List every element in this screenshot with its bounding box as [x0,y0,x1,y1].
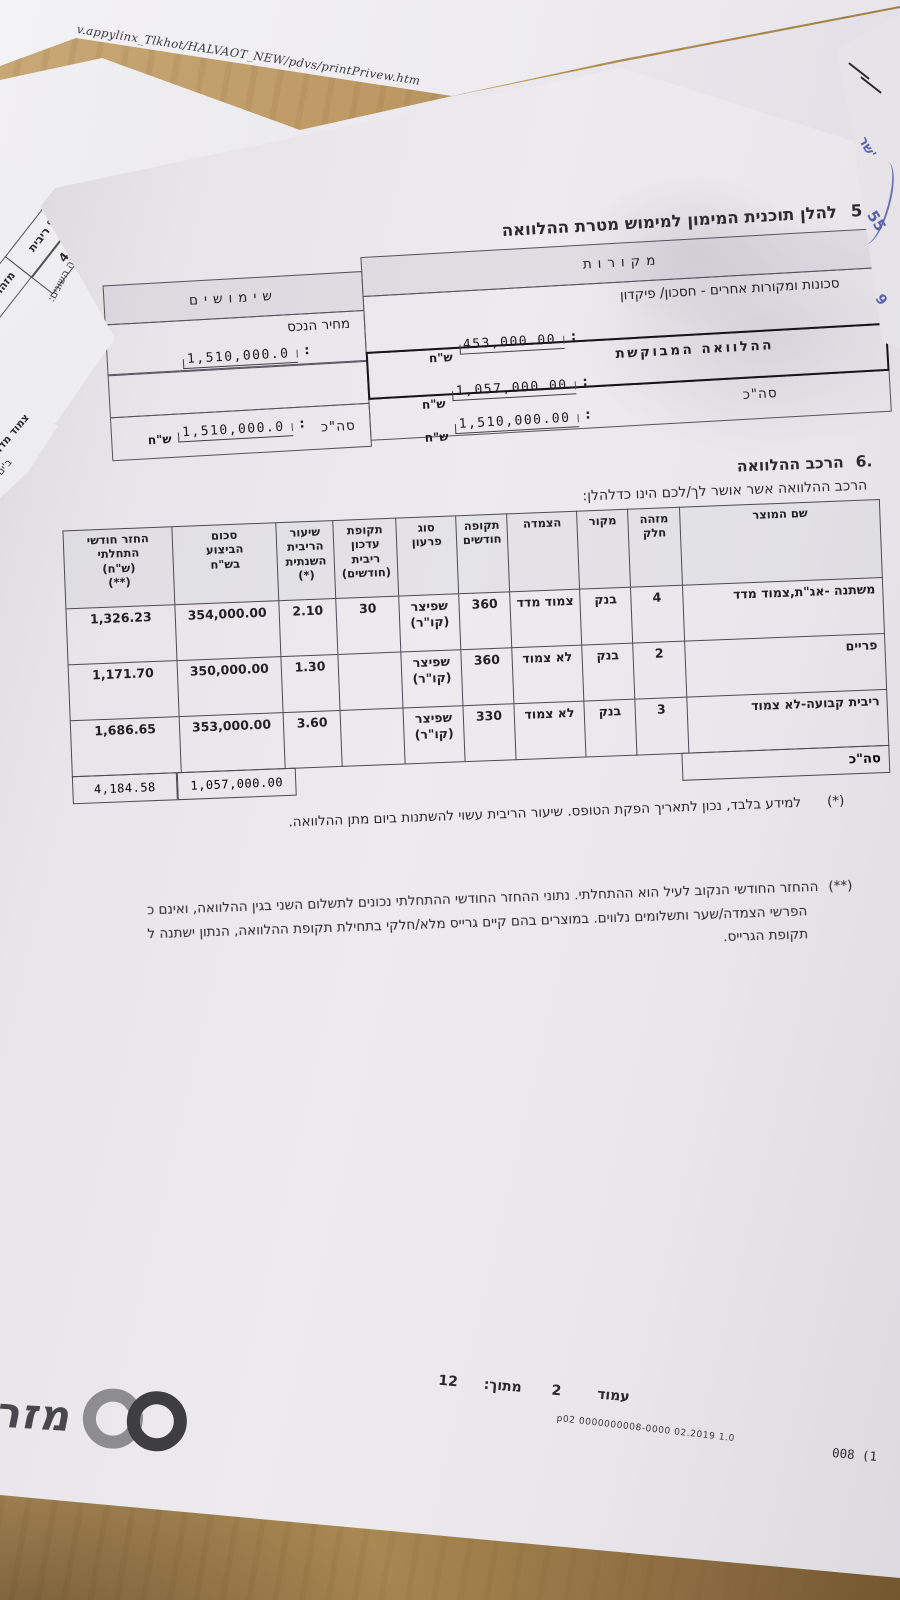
under-sheet-fragment: ב'ים [0,457,15,478]
column-header: החזר חודשי התחלתי (ש"ח) (**) [62,526,175,609]
currency-label: ש"ח [147,432,172,448]
page-of-label: מתוך: [482,1376,523,1396]
table-cell: לא צמוד [513,701,587,760]
column-header: תקופה חודשים [456,513,510,594]
savings-value: 453,000.00 [458,331,565,355]
column-header: שם המוצר [679,499,883,586]
requested-loan-value: 1,057,000.00 [451,377,577,402]
table-cell: שפיצר (קו"ר) [402,705,466,764]
corner-code-fragment: 008 (1 [831,1445,878,1464]
page-total: 12 [437,1372,459,1391]
table-cell: בנק [579,587,633,646]
document-code: p02 0000000008-0000 02.2019 1.0 [556,1413,736,1445]
uses-total-value-line: : 1,510,000.0 ש"ח [147,416,306,448]
footnote-double-star: (**) ההחזר החודשי הנקוב לעיל הוא ההתחלתי… [0,874,874,982]
sources-column: מקורות סכונות ומקורות אחרים - חסכון/ פיק… [360,227,892,445]
bank-logo: מזרחי [0,1379,189,1454]
table-cell: 30 [336,596,401,655]
footnote-star-text: למידע בלבד, נכון לתאריך הפקת הטופס. שיעו… [288,794,802,831]
uses-total-value: 1,510,000.0 [177,419,294,443]
colon: : [582,375,589,391]
column-header: מקור [576,509,631,590]
table-cell: 1,686.65 [70,716,182,777]
sources-header: מקורות [582,252,662,273]
table-cell: 1,171.70 [68,660,180,721]
table-cell: שפיצר (קו"ר) [398,593,462,653]
table-cell: 1.30 [280,654,341,713]
column-header: הצמדה [506,511,580,592]
uses-total-label: סה"כ [320,417,357,436]
table-cell: 3.60 [282,710,343,769]
colon: : [584,407,591,424]
composition-total-monthly: 4,184.58 [71,771,178,804]
uses-header: שימושים [188,287,279,309]
composition-total-amount: 1,057,000.00 [176,767,297,800]
table-cell: 353,000.00 [179,712,286,773]
under-sheet-fragment: צמוד מדד [0,411,32,457]
table-cell [340,708,406,767]
pen-stroke [860,76,882,94]
page-number: 2 [550,1382,563,1400]
table-cell: בנק [584,699,637,757]
table-cell: פריים [684,633,887,698]
table-cell: 2 [632,641,688,700]
table-cell: 3 [634,697,690,756]
bank-logo-text: מזרחי [0,1384,78,1441]
table-cell: 330 [463,703,516,762]
handwriting-fragment: שר' [855,134,879,161]
section6-number: .6 [855,452,873,471]
pen-stroke [848,62,870,80]
section-loan-composition: .6 הרכב ההלוואה הרכב ההלוואה אשר אושר לך… [15,452,893,806]
table-cell: בנק [582,643,635,702]
column-header: סוג פרעון [395,515,460,597]
currency-label: ש"ח [421,397,446,413]
table-cell: 350,000.00 [177,656,283,717]
table-cell: ריבית קבועה-לא צמוד [687,689,889,754]
loan-composition-table: שם המוצר מזהה חלק מקור הצמדה תקופה חודשים סוג… [62,499,889,777]
table-cell: 354,000.00 [174,600,281,661]
table-cell: לא צמוד [511,645,585,704]
table-cell: 4 [630,585,685,644]
column-header: תקופת עדכון ריבית (חודשים) [333,518,399,599]
currency-label: ש"ח [428,349,453,366]
column-header: שיעור הריבית השנתית (*) [275,520,337,601]
table-cell [338,652,403,711]
table-cell: שפיצר (קו"ר) [400,649,464,709]
table-cell: צמוד מדד [509,589,583,648]
table-cell: 360 [461,647,514,706]
table-cell: משתנה -אג"ת,צמוד מדד [682,577,885,642]
section6-heading: הרכב ההלוואה [736,453,845,476]
footnote-star-marker: (*) [826,793,845,810]
infinity-logo-icon [80,1386,189,1454]
currency-label: ש"ח [424,429,449,446]
page-label: עמוד [596,1386,631,1406]
colon: : [570,328,577,345]
colon: : [299,416,306,432]
table-cell: 360 [459,591,512,650]
uses-column: שימושים מחיר הנכס : 1,510,000.0 סה"כ : 1… [102,270,372,462]
column-header: מזהה חלק [627,507,683,588]
footnote-dstar-marker: (**) [828,877,853,895]
table-cell: 1,326.23 [65,604,178,665]
page-indicator: עמוד 2 מתוך: 12 [438,1373,631,1406]
colon: : [303,342,310,358]
table-cell: 2.10 [278,598,339,657]
column-header: סכום הביצוע בש"ח [171,522,279,605]
